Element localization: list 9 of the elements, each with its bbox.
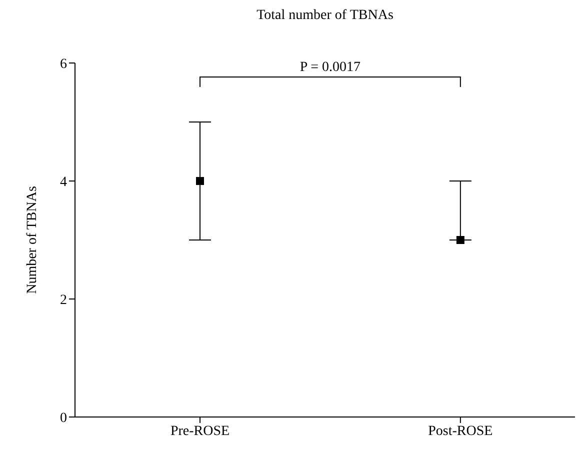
chart-title: Total number of TBNAs bbox=[256, 8, 394, 24]
y-tick-label: 2 bbox=[60, 292, 67, 308]
annotation: P = 0.0017 bbox=[300, 60, 361, 75]
y-axis-title: Number of TBNAs bbox=[24, 186, 40, 294]
y-tick-label: 0 bbox=[60, 410, 67, 426]
y-tick-label: 6 bbox=[60, 56, 67, 72]
x-tick-label: Post-ROSE bbox=[428, 424, 493, 439]
y-tick-label: 4 bbox=[60, 174, 67, 190]
x-tick-label: Pre-ROSE bbox=[170, 424, 230, 439]
